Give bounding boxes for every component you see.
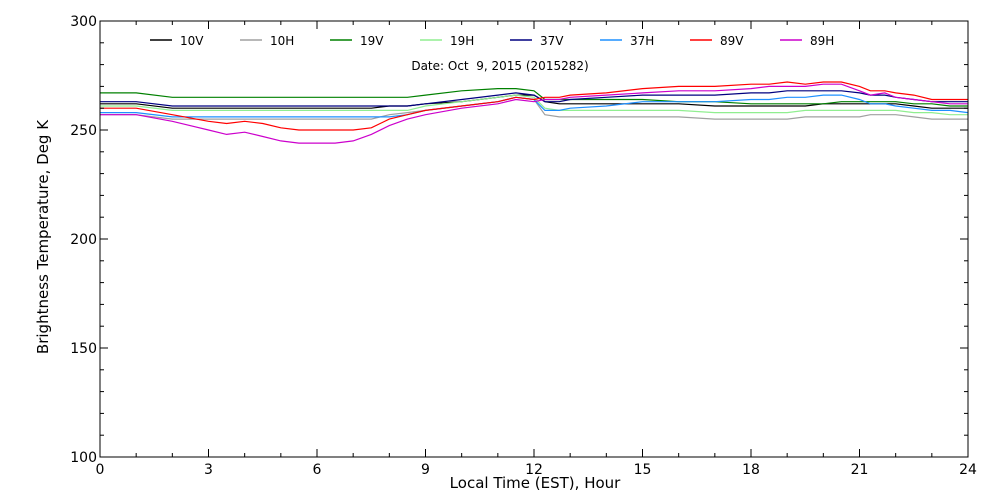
y-axis-title: Brightness Temperature, Deg K (34, 119, 52, 354)
legend-label: 10H (270, 34, 294, 48)
x-tick-label: 0 (96, 462, 105, 478)
y-tick-label: 200 (70, 232, 97, 248)
y-tick-label: 250 (70, 123, 97, 139)
x-tick-label: 3 (204, 462, 213, 478)
legend-item-89h: 89H (780, 34, 834, 48)
series-line-89h (100, 83, 968, 144)
legend-label: 37H (630, 34, 654, 48)
date-label: Date: Oct 9, 2015 (2015282) (411, 59, 588, 73)
legend-label: 10V (180, 34, 204, 48)
series-line-19h (100, 94, 968, 116)
x-tick-label: 12 (525, 462, 543, 478)
legend-label: 89V (720, 34, 744, 48)
series-line-37v (100, 90, 968, 107)
legend-label: 19H (450, 34, 474, 48)
x-tick-label: 9 (421, 462, 430, 478)
y-tick-label: 300 (70, 14, 97, 30)
legend-item-19v: 19V (330, 34, 384, 48)
legend-item-89v: 89V (690, 34, 744, 48)
legend-label: 19V (360, 34, 384, 48)
legend-item-10h: 10H (240, 34, 294, 48)
legend-label: 37V (540, 34, 564, 48)
x-tick-label: 15 (634, 462, 652, 478)
x-tick-label: 21 (851, 462, 869, 478)
legend-item-37h: 37H (600, 34, 654, 48)
x-tick-label: 6 (313, 462, 322, 478)
legend-label: 89H (810, 34, 834, 48)
legend: 10V 10H 19V 19H 37V 37H 89V 89H (150, 34, 834, 48)
legend-item-19h: 19H (420, 34, 474, 48)
series-line-10h (100, 96, 968, 120)
x-tick-label: 24 (959, 462, 977, 478)
x-tick-label: 18 (742, 462, 760, 478)
legend-item-37v: 37V (510, 34, 564, 48)
series-line-37h (100, 94, 969, 118)
series-line-89v (100, 81, 968, 131)
y-tick-label: 150 (70, 341, 97, 357)
y-tick-label: 100 (70, 450, 97, 466)
axes-layer: 0 3 6 9 12 15 18 21 24 100 150 200 250 300 (70, 14, 977, 478)
series-layer (100, 81, 969, 144)
x-axis-title: Local Time (EST), Hour (450, 474, 621, 492)
legend-item-10v: 10V (150, 34, 204, 48)
